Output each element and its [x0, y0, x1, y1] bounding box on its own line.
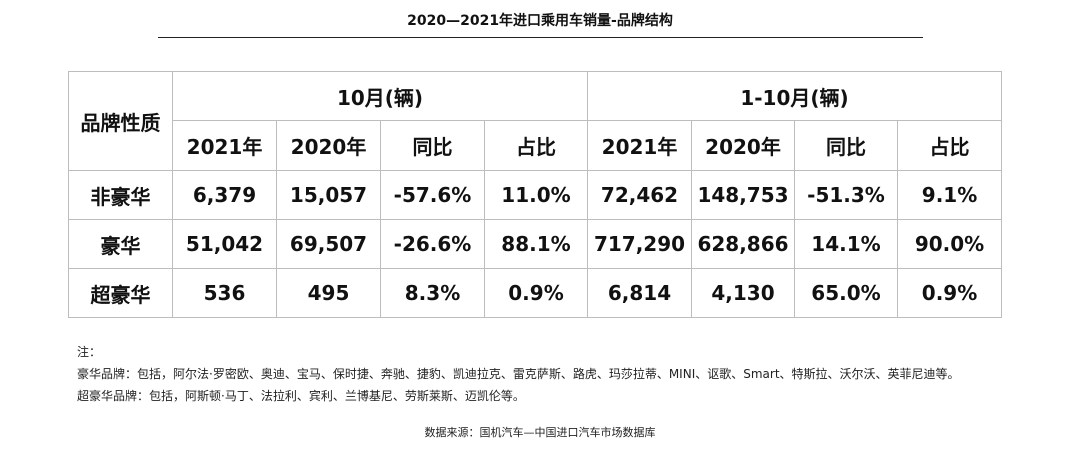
row-label-luxury: 豪华: [68, 219, 173, 269]
table-cell: 88.1%: [484, 219, 588, 269]
table-cell: 148,753: [691, 170, 795, 220]
col-header-oct-2020: 2020年: [276, 120, 381, 171]
table-cell: -26.6%: [380, 219, 485, 269]
table-cell: 65.0%: [794, 268, 898, 318]
header-row-groups: 品牌性质 10月(辆) 1-10月(辆): [68, 71, 1003, 171]
table-cell: 69,507: [276, 219, 381, 269]
notes-label: 注：: [77, 345, 102, 359]
col-header-oct-share: 占比: [484, 120, 588, 171]
table-cell: 536: [172, 268, 277, 318]
table-cell: -51.3%: [794, 170, 898, 220]
col-header-ytd-share: 占比: [896, 120, 1003, 171]
col-header-ytd-yoy: 同比: [794, 120, 898, 171]
data-source: 数据来源：国机汽车—中国进口汽车市场数据库: [424, 426, 656, 439]
table-cell: 14.1%: [794, 219, 898, 269]
table-cell: 15,057: [276, 170, 381, 220]
col-header-oct-yoy: 同比: [380, 120, 485, 171]
table-cell: 628,866: [691, 219, 795, 269]
row-label-non-luxury: 非豪华: [68, 170, 173, 220]
page-title: 2020—2021年进口乘用车销量-品牌结构: [407, 13, 673, 29]
table-cell: 4,130: [691, 268, 795, 318]
notes-luxury-brands: 豪华品牌：包括，阿尔法·罗密欧、奥迪、宝马、保时捷、奔驰、捷豹、凯迪拉克、雷克萨…: [77, 367, 960, 381]
table-cell: 717,290: [587, 219, 692, 269]
footnotes: 注： 豪华品牌：包括，阿尔法·罗密欧、奥迪、宝马、保时捷、奔驰、捷豹、凯迪拉克、…: [77, 341, 960, 407]
row-label-ultra-luxury: 超豪华: [68, 268, 173, 318]
header-row-columns: 2021年 2020年 同比 占比 2021年 2020年 同比 占比: [69, 120, 1003, 171]
col-header-ytd-2020: 2020年: [691, 120, 795, 171]
notes-ultra-luxury-brands: 超豪华品牌：包括，阿斯顿·马丁、法拉利、宾利、兰博基尼、劳斯莱斯、迈凯伦等。: [77, 389, 525, 403]
col-header-oct-2021: 2021年: [172, 120, 277, 171]
table-cell: 8.3%: [380, 268, 485, 318]
title-underline: [158, 37, 923, 38]
brand-type-header: 品牌性质: [68, 71, 173, 171]
col-header-ytd-2021: 2021年: [587, 120, 692, 171]
table-cell: -57.6%: [380, 170, 485, 220]
table-row: 非豪华 6,379 15,057 -57.6% 11.0% 72,462 148…: [68, 170, 1003, 220]
table-cell: 9.1%: [896, 170, 1003, 220]
table-row: 豪华 51,042 69,507 -26.6% 88.1% 717,290 62…: [68, 219, 1003, 269]
table-cell: 11.0%: [484, 170, 588, 220]
table-cell: 6,379: [172, 170, 277, 220]
sales-table: 品牌性质 10月(辆) 1-10月(辆) 2021年 2020年 同比 占比 2…: [68, 71, 1003, 318]
group-header-ytd: 1-10月(辆): [586, 71, 1003, 121]
table-cell: 6,814: [587, 268, 692, 318]
table-cell: 90.0%: [896, 219, 1003, 269]
table-cell: 51,042: [172, 219, 277, 269]
group-header-october: 10月(辆): [172, 71, 588, 121]
table-cell: 495: [276, 268, 381, 318]
table-cell: 72,462: [587, 170, 692, 220]
table-cell: 0.9%: [896, 268, 1003, 318]
table-cell: 0.9%: [484, 268, 588, 318]
table-row: 超豪华 536 495 8.3% 0.9% 6,814 4,130 65.0% …: [68, 268, 1003, 318]
